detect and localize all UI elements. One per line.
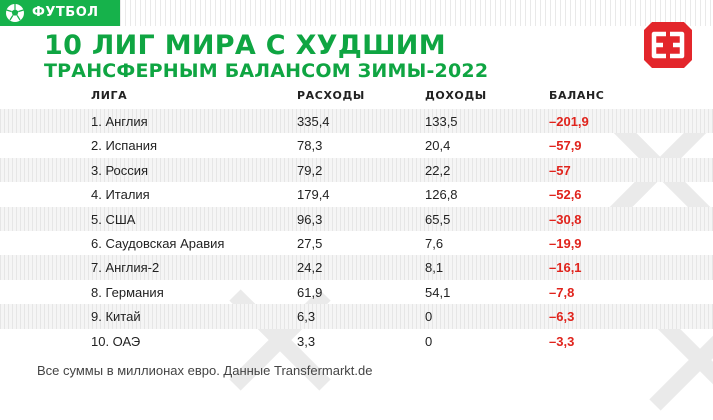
table-row: 7. Англия-2 24,2 8,1 –16,1 xyxy=(0,255,713,280)
league-cell: 8. Германия xyxy=(91,284,164,300)
table-row: 2. Испания 78,3 20,4 –57,9 xyxy=(0,133,713,157)
income-cell: 126,8 xyxy=(425,187,458,203)
column-header-income: ДОХОДЫ xyxy=(425,89,487,102)
table-row: 10. ОАЭ 3,3 0 –3,3 xyxy=(0,329,713,353)
balance-cell: –52,6 xyxy=(549,187,582,203)
table-row: 1. Англия 335,4 133,5 –201,9 xyxy=(0,109,713,134)
balance-cell: –201,9 xyxy=(549,114,589,129)
top-bar: ФУТБОЛ xyxy=(0,0,713,26)
league-cell: 6. Саудовская Аравия xyxy=(91,235,225,251)
league-cell: 2. Испания xyxy=(91,138,158,154)
page-title: 10 ЛИГ МИРА С ХУДШИМ xyxy=(44,30,446,61)
expenses-cell: 335,4 xyxy=(297,114,330,129)
income-cell: 8,1 xyxy=(425,260,444,276)
table-header: ЛИГА РАСХОДЫ ДОХОДЫ БАЛАНС xyxy=(0,84,713,104)
balance-cell: –57,9 xyxy=(549,138,582,154)
table-body: 1. Англия 335,4 133,5 –201,9 2. Испания … xyxy=(0,109,713,353)
footnote: Все суммы в миллионах евро. Данные Trans… xyxy=(37,363,373,378)
expenses-cell: 78,3 xyxy=(297,138,323,154)
income-cell: 65,5 xyxy=(425,211,451,227)
decorative-stripe xyxy=(120,0,713,26)
income-cell: 22,2 xyxy=(425,162,451,178)
league-cell: 9. Китай xyxy=(91,309,141,325)
balance-cell: –30,8 xyxy=(549,211,582,227)
column-header-expenses: РАСХОДЫ xyxy=(297,89,365,102)
expenses-cell: 96,3 xyxy=(297,211,323,227)
expenses-cell: 27,5 xyxy=(297,235,323,251)
table-row: 8. Германия 61,9 54,1 –7,8 xyxy=(0,280,713,304)
x-watermark-icon xyxy=(649,309,713,411)
table-row: 6. Саудовская Аравия 27,5 7,6 –19,9 xyxy=(0,231,713,255)
income-cell: 20,4 xyxy=(425,138,451,154)
income-cell: 54,1 xyxy=(425,284,451,300)
brand-logo-icon xyxy=(644,22,692,68)
expenses-cell: 3,3 xyxy=(297,333,316,349)
income-cell: 0 xyxy=(425,333,433,349)
expenses-cell: 179,4 xyxy=(297,187,330,203)
balance-cell: –16,1 xyxy=(549,260,582,276)
section-label[interactable]: ФУТБОЛ xyxy=(32,5,99,20)
expenses-cell: 79,2 xyxy=(297,162,323,178)
league-cell: 1. Англия xyxy=(91,114,148,129)
income-cell: 133,5 xyxy=(425,114,458,129)
table-row: 4. Италия 179,4 126,8 –52,6 xyxy=(0,182,713,206)
league-cell: 3. Россия xyxy=(91,162,149,178)
expenses-cell: 61,9 xyxy=(297,284,323,300)
income-cell: 0 xyxy=(425,309,433,325)
balance-cell: –3,3 xyxy=(549,333,575,349)
table-row: 9. Китай 6,3 0 –6,3 xyxy=(0,304,713,329)
balance-cell: –57 xyxy=(549,162,571,178)
league-cell: 5. США xyxy=(91,211,136,227)
table-row: 5. США 96,3 65,5 –30,8 xyxy=(0,206,713,231)
soccer-ball-icon xyxy=(6,4,24,22)
column-header-league: ЛИГА xyxy=(91,89,128,102)
league-cell: 10. ОАЭ xyxy=(91,333,141,349)
league-cell: 4. Италия xyxy=(91,187,150,203)
balance-cell: –19,9 xyxy=(549,235,582,251)
balance-cell: –7,8 xyxy=(549,284,575,300)
league-cell: 7. Англия-2 xyxy=(91,260,160,276)
balance-cell: –6,3 xyxy=(549,309,575,325)
page-subtitle: ТРАНСФЕРНЫМ БАЛАНСОМ ЗИМЫ-2022 xyxy=(44,60,489,82)
income-cell: 7,6 xyxy=(425,235,444,251)
expenses-cell: 24,2 xyxy=(297,260,323,276)
column-header-balance: БАЛАНС xyxy=(549,89,605,102)
table-row: 3. Россия 79,2 22,2 –57 xyxy=(0,157,713,183)
expenses-cell: 6,3 xyxy=(297,309,316,325)
